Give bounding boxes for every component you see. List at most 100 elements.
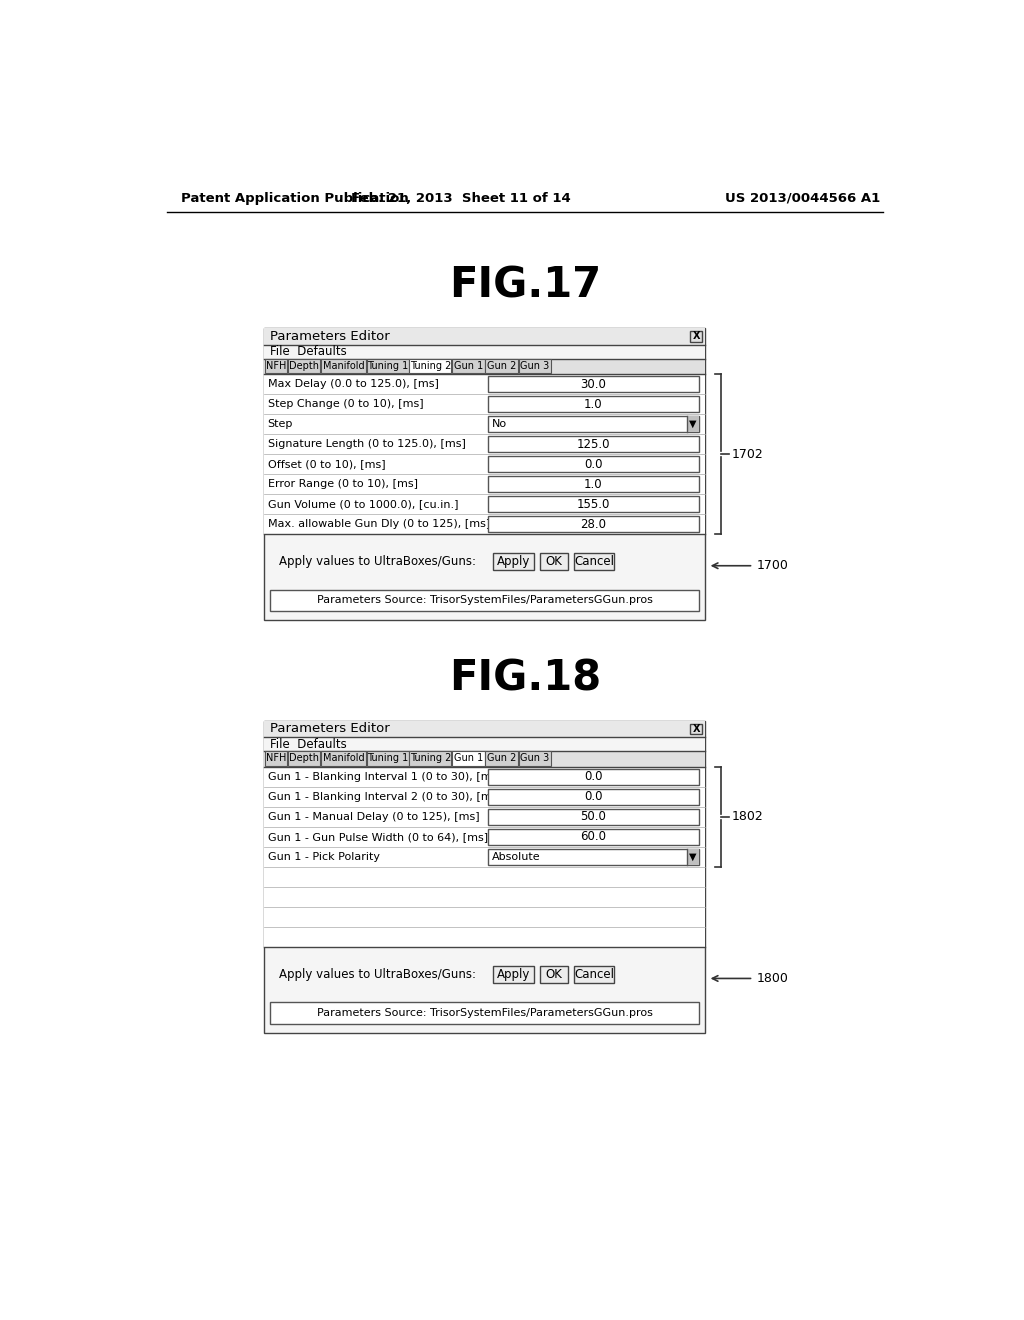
Text: Max Delay (0.0 to 125.0), [ms]: Max Delay (0.0 to 125.0), [ms]	[267, 379, 438, 389]
Text: 1702: 1702	[732, 447, 764, 461]
Bar	[487, 455, 699, 473]
Bar	[487, 788, 699, 805]
Bar	[263, 721, 706, 1034]
Bar	[487, 768, 699, 785]
Text: Gun 1: Gun 1	[454, 754, 483, 763]
Text: Signature Length (0 to 125.0), [ms]: Signature Length (0 to 125.0), [ms]	[267, 440, 465, 449]
Bar	[263, 847, 706, 867]
Bar	[263, 721, 706, 738]
Bar	[487, 477, 699, 492]
Bar	[487, 376, 699, 392]
Bar	[263, 359, 706, 374]
Text: Error Range (0 to 10), [ms]: Error Range (0 to 10), [ms]	[267, 479, 418, 490]
Text: 0.0: 0.0	[584, 458, 603, 471]
Bar	[263, 515, 706, 535]
Bar	[540, 966, 567, 983]
Bar	[263, 327, 706, 345]
Text: File  Defaults: File Defaults	[270, 345, 346, 358]
Text: 1802: 1802	[732, 810, 764, 824]
Text: Gun 1 - Blanking Interval 2 (0 to 30), [ms]: Gun 1 - Blanking Interval 2 (0 to 30), […	[267, 792, 502, 801]
Text: X: X	[692, 723, 699, 734]
Bar	[452, 359, 484, 374]
Text: Step Change (0 to 10), [ms]: Step Change (0 to 10), [ms]	[267, 399, 423, 409]
Bar	[270, 590, 699, 611]
Bar	[487, 416, 699, 432]
Bar	[487, 829, 699, 845]
Text: Max. allowable Gun Dly (0 to 125), [ms]: Max. allowable Gun Dly (0 to 125), [ms]	[267, 519, 489, 529]
Text: Gun 3: Gun 3	[520, 360, 550, 371]
Bar	[263, 767, 706, 787]
Text: Gun 2: Gun 2	[486, 360, 516, 371]
Bar	[263, 867, 706, 887]
Bar	[263, 751, 706, 767]
Text: NFH: NFH	[266, 754, 287, 763]
Text: 125.0: 125.0	[577, 437, 610, 450]
Text: Tuning 2: Tuning 2	[410, 754, 451, 763]
Text: Parameters Editor: Parameters Editor	[270, 722, 389, 735]
Text: Apply values to UltraBoxes/Guns:: Apply values to UltraBoxes/Guns:	[280, 556, 476, 569]
Text: Parameters Editor: Parameters Editor	[270, 330, 389, 343]
Bar	[690, 723, 702, 734]
Text: Apply: Apply	[497, 968, 530, 981]
Bar	[288, 751, 321, 766]
Bar	[410, 359, 452, 374]
Bar	[518, 359, 551, 374]
Bar	[518, 751, 551, 766]
Bar	[690, 331, 702, 342]
Text: 1.0: 1.0	[584, 478, 603, 491]
Bar	[487, 516, 699, 532]
Bar	[263, 474, 706, 494]
Text: Apply: Apply	[497, 556, 530, 569]
Text: Gun Volume (0 to 1000.0), [cu.in.]: Gun Volume (0 to 1000.0), [cu.in.]	[267, 499, 458, 510]
Bar	[494, 966, 534, 983]
Bar	[485, 751, 518, 766]
Text: Patent Application Publication: Patent Application Publication	[180, 191, 409, 205]
Bar	[367, 359, 409, 374]
Text: Offset (0 to 10), [ms]: Offset (0 to 10), [ms]	[267, 459, 385, 469]
Text: FIG.18: FIG.18	[449, 657, 601, 700]
Bar	[573, 553, 614, 570]
Bar	[263, 374, 706, 395]
Bar	[367, 751, 409, 766]
Text: Apply values to UltraBoxes/Guns:: Apply values to UltraBoxes/Guns:	[280, 968, 476, 981]
Bar	[485, 359, 518, 374]
Bar	[573, 966, 614, 983]
Bar	[687, 849, 699, 865]
Bar	[487, 849, 699, 865]
Text: NFH: NFH	[266, 360, 287, 371]
Bar	[263, 327, 706, 620]
Text: US 2013/0044566 A1: US 2013/0044566 A1	[725, 191, 880, 205]
Text: ▼: ▼	[689, 851, 696, 862]
Text: Tuning 1: Tuning 1	[367, 754, 409, 763]
Bar	[270, 1002, 699, 1024]
Text: Feb. 21, 2013  Sheet 11 of 14: Feb. 21, 2013 Sheet 11 of 14	[351, 191, 571, 205]
Text: 0.0: 0.0	[584, 770, 603, 783]
Bar	[487, 809, 699, 825]
Bar	[321, 751, 366, 766]
Text: Depth: Depth	[289, 754, 318, 763]
Text: 1700: 1700	[757, 560, 788, 573]
Text: 30.0: 30.0	[581, 378, 606, 391]
Bar	[540, 553, 567, 570]
Text: Cancel: Cancel	[574, 968, 614, 981]
Bar	[321, 359, 366, 374]
Bar	[487, 496, 699, 512]
Bar	[263, 345, 706, 359]
Bar	[452, 751, 484, 766]
Bar	[263, 787, 706, 807]
Text: Step: Step	[267, 418, 293, 429]
Bar	[410, 751, 452, 766]
Bar	[263, 395, 706, 414]
Bar	[288, 359, 321, 374]
Text: Gun 1 - Gun Pulse Width (0 to 64), [ms]: Gun 1 - Gun Pulse Width (0 to 64), [ms]	[267, 832, 487, 842]
Text: Cancel: Cancel	[574, 556, 614, 569]
Text: No: No	[493, 418, 507, 429]
Bar	[263, 927, 706, 946]
Text: Gun 2: Gun 2	[486, 754, 516, 763]
Text: Depth: Depth	[289, 360, 318, 371]
Text: 1800: 1800	[757, 972, 788, 985]
Text: 1.0: 1.0	[584, 397, 603, 411]
Bar	[263, 826, 706, 847]
Bar	[263, 887, 706, 907]
Text: ▼: ▼	[689, 418, 696, 429]
